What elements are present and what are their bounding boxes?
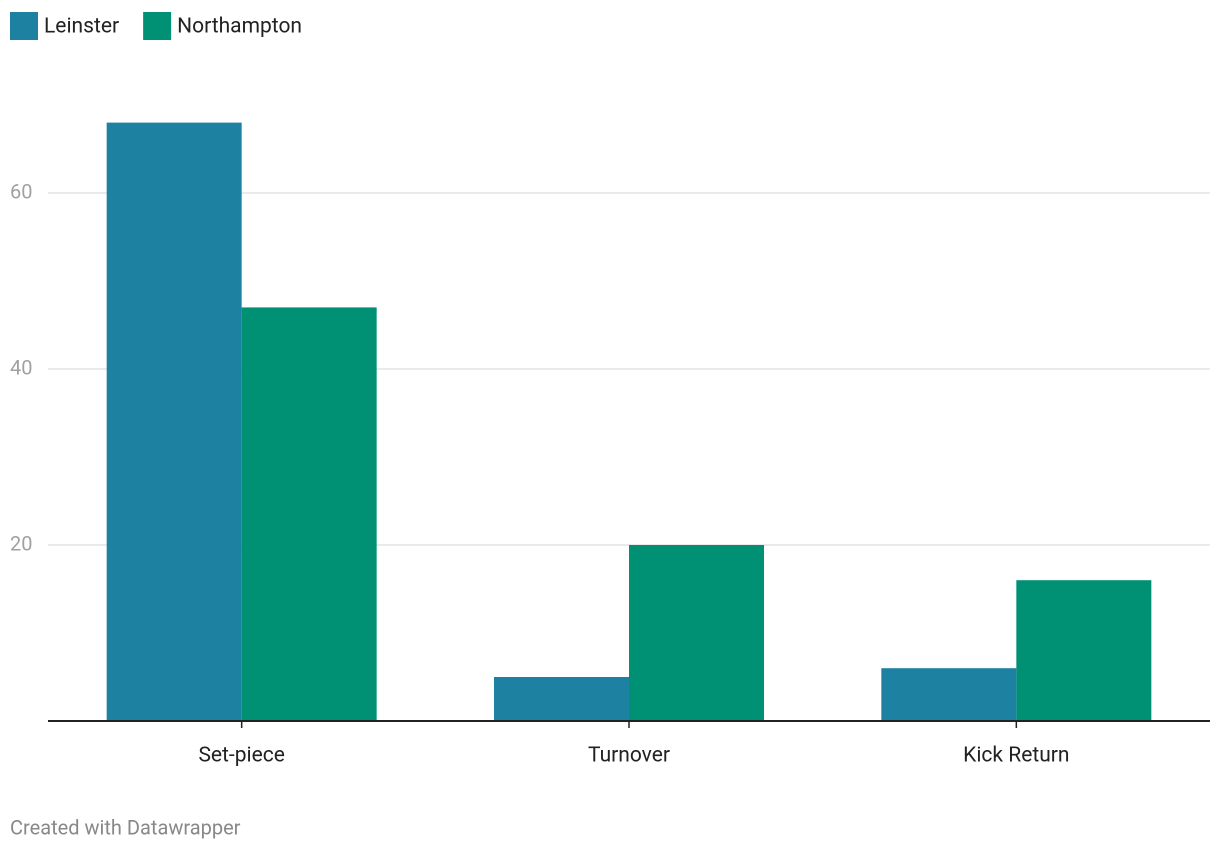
legend-swatch xyxy=(10,12,38,40)
y-tick-label: 40 xyxy=(10,355,32,379)
credit: Created with Datawrapper xyxy=(10,815,241,839)
bar xyxy=(629,545,764,721)
legend-label: Leinster xyxy=(44,15,119,39)
legend-label: Northampton xyxy=(177,15,302,39)
x-tick-label: Set-piece xyxy=(198,744,284,768)
x-tick-label: Turnover xyxy=(588,744,670,768)
bar xyxy=(881,668,1017,721)
bar xyxy=(494,677,629,721)
x-tick-label: Kick Return xyxy=(963,744,1069,768)
bar xyxy=(1016,580,1152,721)
y-tick-label: 20 xyxy=(10,531,32,555)
y-tick-label: 60 xyxy=(10,179,32,203)
bar xyxy=(106,122,242,722)
legend-swatch xyxy=(143,12,172,40)
bar xyxy=(241,307,377,721)
